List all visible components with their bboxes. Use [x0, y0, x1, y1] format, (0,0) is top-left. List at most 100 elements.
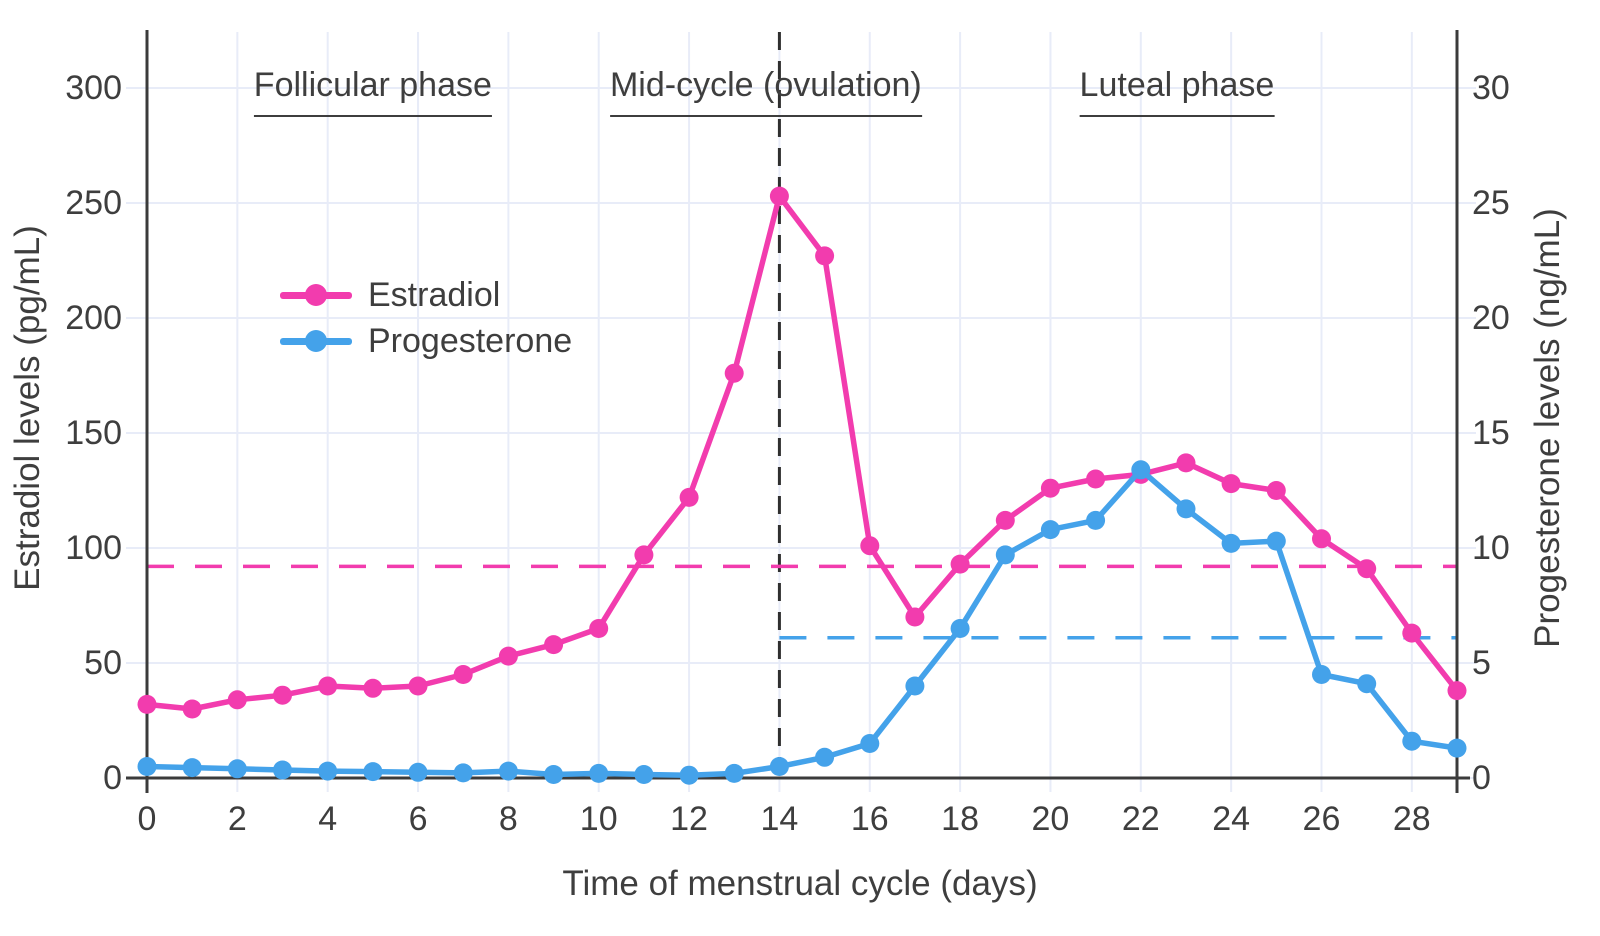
progesterone-point [860, 734, 880, 753]
progesterone-point [679, 765, 699, 785]
progesterone-point [1447, 738, 1467, 758]
legend-label-estradiol: Estradiol [368, 275, 501, 314]
estradiol-point [1086, 469, 1106, 489]
progesterone-point [589, 763, 609, 783]
legend-item-progesterone[interactable]: Progesterone [280, 318, 572, 364]
estradiol-point [995, 510, 1015, 530]
legend-label-progesterone: Progesterone [368, 321, 573, 360]
phase-label-luteal: Luteal phase [1079, 66, 1275, 117]
x-tick-label: 24 [1212, 800, 1251, 838]
progesterone-point [1402, 731, 1422, 751]
y-right-tick-label: 5 [1472, 644, 1491, 682]
estradiol-point [137, 694, 157, 714]
estradiol-point [1266, 481, 1286, 500]
progesterone-point [905, 676, 925, 696]
estradiol-point [634, 545, 654, 565]
progesterone-point [1131, 460, 1151, 480]
y-right-tick-label: 15 [1472, 414, 1510, 452]
x-tick-label: 20 [1031, 800, 1070, 838]
y-left-tick-label: 250 [65, 184, 122, 222]
estradiol-point [1402, 623, 1422, 643]
y-right-tick-label: 25 [1472, 184, 1510, 222]
y-right-tick-label: 0 [1472, 759, 1491, 797]
x-tick-label: 16 [850, 800, 889, 838]
estradiol-point [815, 246, 835, 266]
progesterone-point [273, 760, 292, 780]
estradiol-point [769, 186, 789, 206]
legend: Estradiol Progesterone [280, 272, 572, 364]
estradiol-point [724, 363, 744, 383]
estradiol-point [453, 665, 473, 684]
progesterone-point [453, 763, 473, 783]
y-left-tick-label: 300 [65, 69, 122, 107]
estradiol-point [408, 676, 428, 696]
y-axis-right-title: Progesterone levels (ng/mL) [1528, 208, 1567, 648]
x-tick-label: 8 [498, 800, 518, 838]
estradiol-point [1357, 559, 1377, 579]
estradiol-point [318, 676, 338, 696]
progesterone-point [1357, 674, 1377, 694]
estradiol-point [905, 607, 925, 627]
x-tick-label: 22 [1121, 800, 1160, 838]
estradiol-point [544, 635, 564, 655]
estradiol-point [1221, 474, 1241, 494]
estradiol-point [498, 646, 518, 666]
estradiol-point [273, 685, 292, 705]
progesterone-point [318, 761, 338, 781]
progesterone-legend-marker [280, 330, 352, 352]
x-tick-label: 28 [1392, 800, 1431, 838]
x-tick-label: 4 [318, 800, 338, 838]
x-tick-label: 10 [579, 800, 618, 838]
legend-item-estradiol[interactable]: Estradiol [280, 272, 572, 318]
estradiol-point [182, 699, 202, 719]
progesterone-point [950, 619, 970, 638]
x-tick-label: 18 [941, 800, 980, 838]
y-right-tick-label: 20 [1472, 299, 1510, 337]
estradiol-legend-marker [280, 284, 352, 306]
progesterone-point [544, 765, 564, 784]
estradiol-point [1447, 681, 1467, 701]
progesterone-point [1176, 499, 1196, 519]
x-tick-label: 12 [670, 800, 708, 838]
estradiol-point [860, 536, 880, 556]
progesterone-point [995, 545, 1015, 565]
y-left-tick-label: 50 [84, 644, 122, 682]
estradiol-point [950, 554, 970, 574]
estradiol-point [679, 487, 699, 507]
progesterone-point [498, 761, 518, 781]
progesterone-point [1086, 510, 1106, 530]
x-tick-label: 6 [408, 800, 428, 838]
progesterone-point [815, 747, 835, 767]
estradiol-point [363, 678, 383, 698]
progesterone-point [769, 757, 789, 776]
progesterone-point [1266, 531, 1286, 551]
phase-label-follicular: Follicular phase [253, 66, 492, 117]
x-axis-title: Time of menstrual cycle (days) [562, 864, 1038, 903]
y-left-tick-label: 150 [65, 414, 122, 452]
progesterone-point [724, 763, 744, 783]
y-left-tick-label: 0 [103, 759, 122, 797]
progesterone-point [137, 757, 157, 776]
phase-label-midcycle: Mid-cycle (ovulation) [609, 66, 922, 117]
x-tick-label: 14 [760, 800, 799, 838]
estradiol-point [227, 690, 247, 710]
progesterone-point [1221, 533, 1241, 553]
progesterone-point [408, 762, 428, 782]
x-tick-label: 26 [1302, 800, 1341, 838]
estradiol-point [589, 619, 609, 638]
y-right-tick-label: 10 [1472, 529, 1510, 567]
y-left-tick-label: 200 [65, 299, 122, 337]
x-tick-label: 0 [137, 800, 157, 838]
progesterone-point [227, 759, 247, 779]
y-left-tick-label: 100 [65, 529, 122, 567]
progesterone-point [1312, 665, 1331, 684]
progesterone-point [1040, 520, 1060, 540]
progesterone-point [363, 762, 383, 782]
progesterone-point [634, 765, 654, 784]
x-tick-label: 2 [227, 800, 247, 838]
y-right-tick-label: 30 [1472, 69, 1510, 107]
estradiol-point [1176, 453, 1196, 473]
progesterone-line [144, 467, 1460, 778]
